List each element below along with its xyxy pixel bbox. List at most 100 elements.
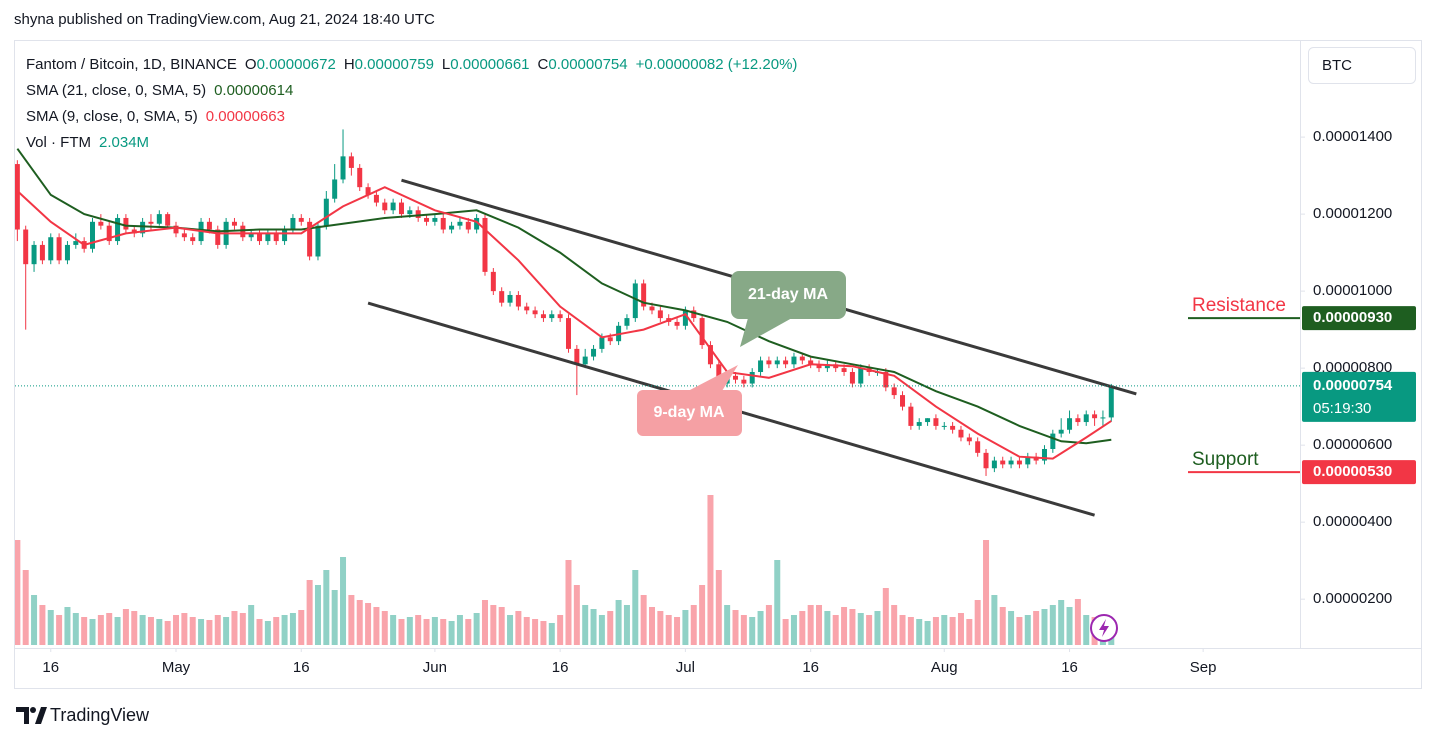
volume-bar bbox=[573, 585, 580, 645]
candle-body bbox=[1008, 460, 1014, 465]
candle-body bbox=[1100, 417, 1106, 419]
y-tick-label: 0.00000600 bbox=[1313, 436, 1392, 453]
volume-bar bbox=[849, 609, 856, 645]
chart-frame bbox=[14, 40, 1422, 689]
volume-bar bbox=[323, 570, 330, 645]
candle-body bbox=[824, 364, 830, 369]
support-label: 0.00000530 bbox=[1313, 463, 1392, 480]
candle-body bbox=[190, 237, 196, 242]
volume-bar bbox=[607, 611, 614, 645]
brand-name: TradingView bbox=[50, 705, 150, 725]
candle-body bbox=[908, 406, 914, 426]
volume-bar bbox=[314, 585, 321, 645]
candle-body bbox=[115, 217, 121, 242]
candle-body bbox=[390, 202, 396, 211]
callout-box bbox=[731, 271, 846, 319]
volume-bar bbox=[724, 605, 731, 645]
volume-bar bbox=[81, 617, 88, 645]
volume-bar bbox=[39, 605, 46, 645]
candle-body bbox=[382, 202, 388, 211]
volume-bar bbox=[1049, 605, 1056, 645]
candle-body bbox=[474, 217, 480, 230]
candle-body bbox=[515, 294, 521, 307]
candle-body bbox=[340, 156, 346, 180]
legend-name: SMA (9, close, 0, SMA, 5) bbox=[26, 108, 198, 125]
candle-body bbox=[933, 418, 939, 426]
candle-body bbox=[549, 314, 555, 319]
volume-bar bbox=[256, 619, 263, 645]
candle-body bbox=[148, 221, 154, 224]
volume-bar bbox=[690, 605, 697, 645]
candle-body bbox=[507, 294, 513, 303]
volume-bar bbox=[623, 605, 630, 645]
logo-mark bbox=[16, 707, 29, 724]
legend-name: Vol · FTM bbox=[26, 134, 92, 151]
logo-mark bbox=[30, 707, 36, 713]
candle-body bbox=[90, 221, 96, 249]
y-tick-label: 0.00000400 bbox=[1313, 513, 1392, 530]
y-tick-label: 0.00001000 bbox=[1313, 282, 1392, 299]
volume-bar bbox=[1083, 615, 1090, 645]
volume-bar bbox=[181, 613, 188, 645]
volume-bar bbox=[22, 570, 29, 645]
legend-value: 0.00000614 bbox=[214, 82, 294, 99]
volume-bar bbox=[498, 607, 505, 645]
volume-bar bbox=[507, 615, 514, 645]
volume-bar bbox=[891, 605, 898, 645]
x-tick-label: 16 bbox=[293, 659, 310, 676]
candle-layer bbox=[15, 129, 1114, 476]
candle-body bbox=[265, 233, 271, 242]
candle-body bbox=[883, 371, 889, 388]
volume-bar bbox=[490, 605, 497, 645]
volume-bar bbox=[214, 615, 221, 645]
candle-body bbox=[950, 425, 956, 430]
candle-body bbox=[607, 337, 613, 342]
candle-body bbox=[632, 283, 638, 319]
candle-body bbox=[808, 360, 814, 365]
volume-bar bbox=[473, 613, 480, 645]
volume-bar bbox=[991, 595, 998, 645]
volume-bar bbox=[732, 610, 739, 645]
candle-body bbox=[215, 229, 221, 245]
volume-bar bbox=[590, 609, 597, 645]
candle-body bbox=[900, 395, 906, 407]
volume-bar bbox=[665, 615, 672, 645]
candle-body bbox=[165, 214, 171, 226]
volume-bar bbox=[114, 617, 121, 645]
volume-bar bbox=[523, 617, 530, 645]
volume-bar bbox=[841, 607, 848, 645]
volume-bar bbox=[173, 615, 180, 645]
currency-box[interactable] bbox=[1308, 47, 1416, 84]
volume-bar bbox=[515, 611, 522, 645]
candle-body bbox=[783, 360, 789, 365]
volume-bar bbox=[532, 619, 539, 645]
candle-body bbox=[641, 283, 647, 307]
volume-bar bbox=[540, 621, 547, 645]
candle-body bbox=[941, 425, 947, 427]
volume-bar bbox=[899, 615, 906, 645]
volume-bar bbox=[882, 588, 889, 645]
volume-bar bbox=[1074, 599, 1081, 645]
volume-bar bbox=[365, 603, 372, 645]
candle-body bbox=[733, 375, 739, 380]
volume-bar bbox=[64, 607, 71, 645]
volume-bar bbox=[682, 610, 689, 645]
candle-body bbox=[106, 225, 112, 242]
candle-body bbox=[816, 364, 822, 369]
candle-body bbox=[490, 271, 496, 292]
callout-box bbox=[637, 390, 742, 436]
volume-bar bbox=[423, 619, 430, 645]
candle-body bbox=[591, 348, 597, 357]
legend-row: SMA (9, close, 0, SMA, 5) 0.00000663 bbox=[26, 104, 805, 130]
ohlc-key: C bbox=[537, 56, 549, 73]
ohlc-value: 0.00000672 bbox=[256, 56, 336, 73]
candle-body bbox=[315, 225, 321, 257]
volume-bar bbox=[298, 610, 305, 645]
callout-pointer bbox=[688, 365, 738, 391]
candle-body bbox=[1092, 414, 1098, 419]
candle-body bbox=[983, 452, 989, 469]
volume-bar bbox=[273, 617, 280, 645]
volume-bar bbox=[707, 495, 714, 645]
candle-body bbox=[975, 441, 981, 453]
logo-mark bbox=[35, 707, 47, 724]
